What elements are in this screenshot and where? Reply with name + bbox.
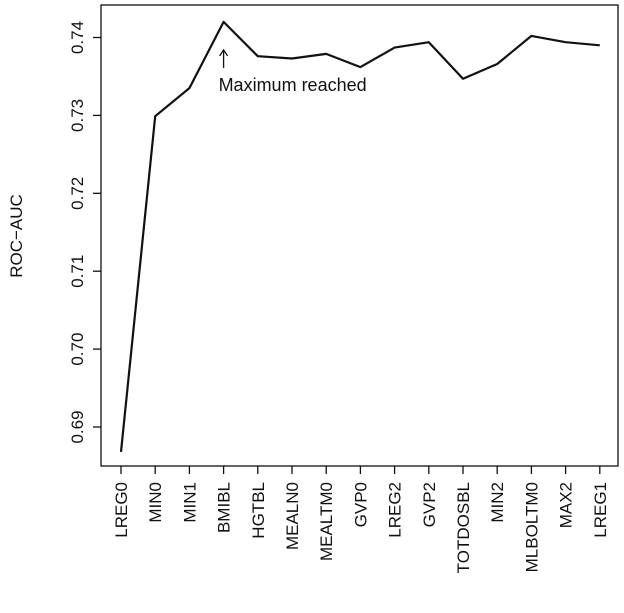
y-tick-label: 0.71	[68, 255, 87, 288]
x-tick-label: LREG0	[112, 482, 131, 538]
x-axis: LREG0 MIN0 MIN1 BMIBL HGTBL MEALN0 MEALTM0 GVP0…	[112, 466, 610, 573]
x-tick-label: TOTDOSBL	[454, 482, 473, 573]
x-tick-label: MEALTM0	[317, 482, 336, 561]
annotation-arrow-head	[219, 48, 229, 57]
y-tick-label: 0.72	[68, 177, 87, 210]
x-tick-label: GVP0	[351, 482, 370, 527]
x-tick-label: BMIBL	[215, 482, 234, 533]
y-tick-label: 0.74	[68, 21, 87, 54]
x-tick-label: MEALN0	[283, 482, 302, 550]
annotation: Maximum reached	[219, 48, 367, 95]
x-tick-label: MAX2	[557, 482, 576, 528]
x-tick-label: HGTBL	[249, 482, 268, 539]
y-axis: 0.69 0.70 0.71 0.72 0.73 0.74	[68, 21, 101, 444]
y-tick-label: 0.73	[68, 99, 87, 132]
x-tick-label: MLBOLTM0	[522, 482, 541, 572]
roc-auc-series-line	[119, 20, 600, 453]
x-tick-label: GVP2	[420, 482, 439, 527]
x-tick-label: MIN1	[180, 482, 199, 523]
x-tick-label: LREG2	[386, 482, 405, 538]
x-tick-label: MIN2	[488, 482, 507, 523]
x-tick-label: MIN0	[146, 482, 165, 523]
y-tick-label: 0.70	[68, 333, 87, 366]
x-tick-label: LREG1	[591, 482, 610, 538]
plot-frame	[100, 4, 619, 467]
annotation-text: Maximum reached	[219, 75, 367, 95]
y-tick-label: 0.69	[68, 410, 87, 443]
y-axis-label: ROC−AUC	[7, 194, 26, 278]
